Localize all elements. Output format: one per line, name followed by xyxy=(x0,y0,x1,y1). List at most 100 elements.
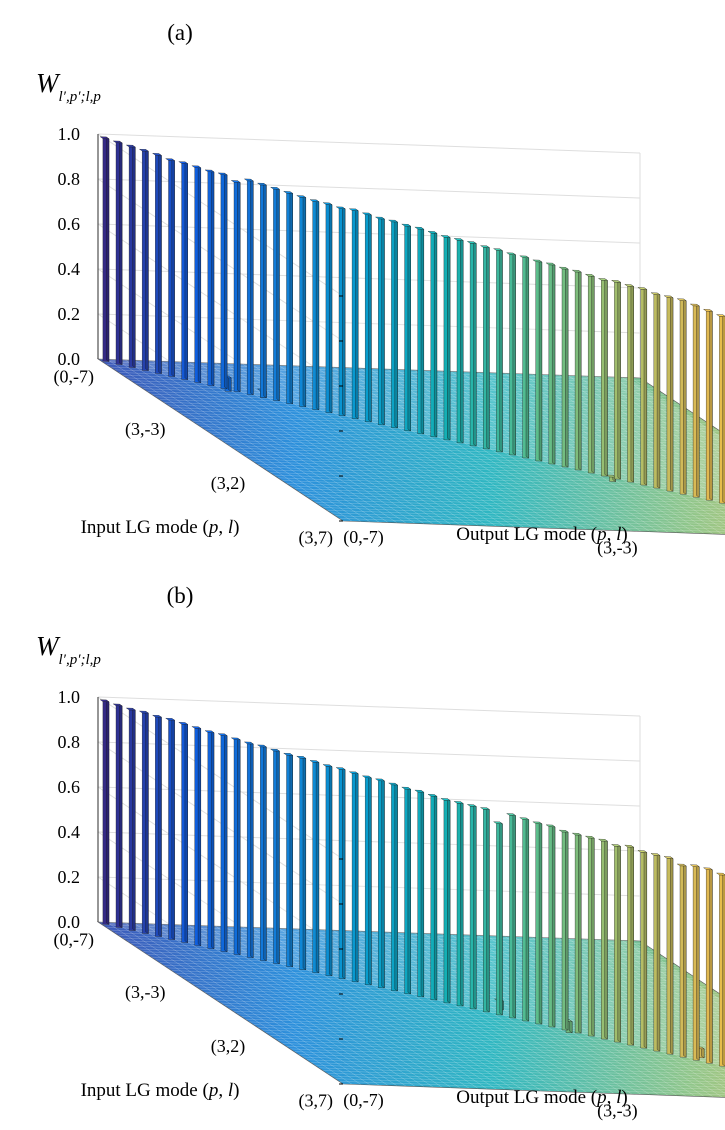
y-tick-label: (3,2) xyxy=(211,1036,246,1057)
bar-face-top xyxy=(677,864,686,866)
bar-face-side xyxy=(513,814,516,1018)
bar-face-top xyxy=(389,220,398,222)
bar-face-top xyxy=(153,715,162,717)
bar-face-side xyxy=(592,274,595,473)
x-tick-label: (0,-7) xyxy=(343,527,383,548)
bar-face-side xyxy=(277,749,280,964)
diagonal-bar xyxy=(153,153,162,373)
bar-face-top xyxy=(520,818,529,820)
bar-face-top xyxy=(585,274,594,276)
bar-face-side xyxy=(670,857,673,1055)
y-axis-label-sep: , xyxy=(218,1080,228,1101)
bar-face-side xyxy=(159,154,162,374)
z-tick-label: 0.4 xyxy=(58,259,81,279)
bar-face-side xyxy=(565,267,568,467)
y-axis-label-pre: Input LG mode ( xyxy=(81,1080,209,1101)
y-tick-label: (0,-7) xyxy=(54,366,94,387)
bar-face-side xyxy=(500,249,503,452)
diagonal-bar xyxy=(126,708,135,931)
z-tick-label: 0.8 xyxy=(58,169,81,189)
bar-face-top xyxy=(349,209,358,211)
bar-face-side xyxy=(434,795,437,1001)
bar-face-side xyxy=(198,727,201,946)
bar-face-top xyxy=(704,868,713,870)
bar-face-side xyxy=(592,836,595,1036)
bar-face-top xyxy=(441,235,450,237)
bar-face-side xyxy=(474,242,477,446)
bar-face-side xyxy=(185,162,188,380)
bar-face-top xyxy=(690,304,699,306)
bar-face-side xyxy=(329,765,332,976)
diagonal-bar xyxy=(100,137,109,362)
bar-face-side xyxy=(605,839,608,1039)
bar-face-top xyxy=(599,839,608,841)
bar-face-side xyxy=(264,183,267,397)
bar-face-top xyxy=(323,203,332,205)
bar-face-side xyxy=(316,200,319,410)
bar-face-side xyxy=(565,830,568,1030)
bar-face-top xyxy=(546,825,555,827)
bar-face-top xyxy=(559,267,568,269)
bar-face-side xyxy=(670,296,673,491)
bar-face-top xyxy=(467,804,476,806)
bar-face-top xyxy=(546,263,555,265)
bar-face-top xyxy=(599,278,608,280)
bar-face-top xyxy=(258,745,267,747)
y-axis-label-post: ) xyxy=(233,517,239,538)
bar-face-top xyxy=(533,260,542,262)
diagonal-bar xyxy=(113,704,122,928)
bar-face-top xyxy=(507,814,516,816)
bar-face-side xyxy=(631,285,634,483)
bar-face-side xyxy=(552,263,555,464)
bar-face-side xyxy=(539,822,542,1024)
bar-face-top xyxy=(336,207,345,209)
bar-face-top xyxy=(428,231,437,233)
bar-face-top xyxy=(677,299,686,301)
x-tick-label: (0,-7) xyxy=(343,1090,383,1111)
bar-face-top xyxy=(336,768,345,770)
bar-face-side xyxy=(224,734,227,952)
bar-face-top xyxy=(244,179,253,181)
bar-face-side xyxy=(369,776,372,985)
bar-face-top xyxy=(494,249,503,251)
z-tick-label: 0.6 xyxy=(58,777,81,797)
bar-face-top xyxy=(349,772,358,774)
bar-face-side xyxy=(251,742,254,958)
plot-b: 0.00.20.40.60.81.0(0,-7)(3,-3)(3,2)(3,7)… xyxy=(0,563,725,1125)
bar-face-top xyxy=(507,253,516,255)
bar-face-top xyxy=(271,749,280,751)
x-axis-label: Output LG mode (p, l) xyxy=(456,524,628,545)
bar-face-top xyxy=(585,836,594,838)
bar-face-side xyxy=(228,376,231,391)
bar-face-top xyxy=(113,141,122,143)
bar-face-side xyxy=(408,787,411,994)
bar-face-side xyxy=(251,179,254,395)
bar-face-top xyxy=(310,760,319,762)
bar-face-top xyxy=(481,246,490,248)
bar-face-top xyxy=(192,727,201,729)
gridline-back-x xyxy=(98,697,640,716)
bar-face-side xyxy=(185,723,188,943)
z-axis-label-base: W xyxy=(36,631,61,661)
bar-face-side xyxy=(421,790,424,997)
bar-face-top xyxy=(362,776,371,778)
bar-face-side xyxy=(500,822,503,1015)
bar-face-top xyxy=(415,790,424,792)
bar-face-side xyxy=(211,170,214,386)
diagonal-bar xyxy=(153,715,162,936)
bar-face-side xyxy=(526,256,529,458)
bar-face-side xyxy=(408,224,411,431)
bar-face-top xyxy=(625,284,634,286)
y-axis-label-pre: Input LG mode ( xyxy=(81,517,209,538)
bar-face-side xyxy=(552,825,555,1027)
bar-face-side xyxy=(342,207,345,416)
bar-face-top xyxy=(494,822,503,824)
gridline-back-x xyxy=(98,179,640,198)
bar-face-side xyxy=(290,192,293,404)
diagonal-bar xyxy=(113,141,122,365)
bar-face-side xyxy=(657,854,660,1052)
bar-face-side xyxy=(460,802,463,1006)
bar-face-side xyxy=(133,708,136,930)
bar-face-side xyxy=(316,761,319,973)
bar-face-top xyxy=(572,833,581,835)
